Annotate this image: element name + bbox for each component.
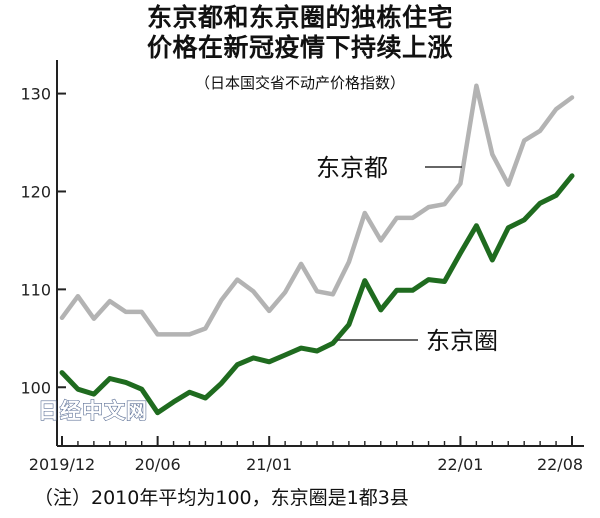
x-tick-label: 21/01 [246, 455, 292, 474]
y-tick-label: 100 [20, 378, 51, 397]
chart-subtitle: （日本国交省不动产价格指数） [194, 74, 405, 92]
y-tick-label: 130 [20, 85, 51, 104]
series-lines [59, 83, 575, 416]
tokyo-metropolis-label: 东京都 [316, 154, 388, 182]
x-tick-label: 20/06 [135, 455, 181, 474]
tokyo-metropolis-line [59, 83, 575, 337]
series-labels: 东京都 东京圈 [316, 154, 498, 355]
footnote: （注）2010年平均为100，东京圈是1都3县 [34, 487, 409, 509]
chart-title-line-2: 价格在新冠疫情下持续上涨 [146, 33, 453, 62]
x-tick-label: 2019/12 [29, 455, 95, 474]
tokyo-area-label: 东京圈 [426, 327, 498, 355]
x-axis: 2019/12 20/06 21/01 22/01 22/08 [29, 436, 584, 474]
tokyo-area-line [59, 173, 575, 416]
chart-title-line-1: 东京都和东京圈的独栋住宅 [146, 3, 453, 32]
y-axis: 100 110 120 130 [20, 60, 66, 446]
x-tick-label: 22/08 [537, 455, 583, 474]
y-tick-label: 120 [20, 182, 51, 201]
watermark: 日经中文网 [38, 399, 148, 423]
x-tick-label: 22/01 [437, 455, 483, 474]
y-tick-label: 110 [20, 280, 51, 299]
